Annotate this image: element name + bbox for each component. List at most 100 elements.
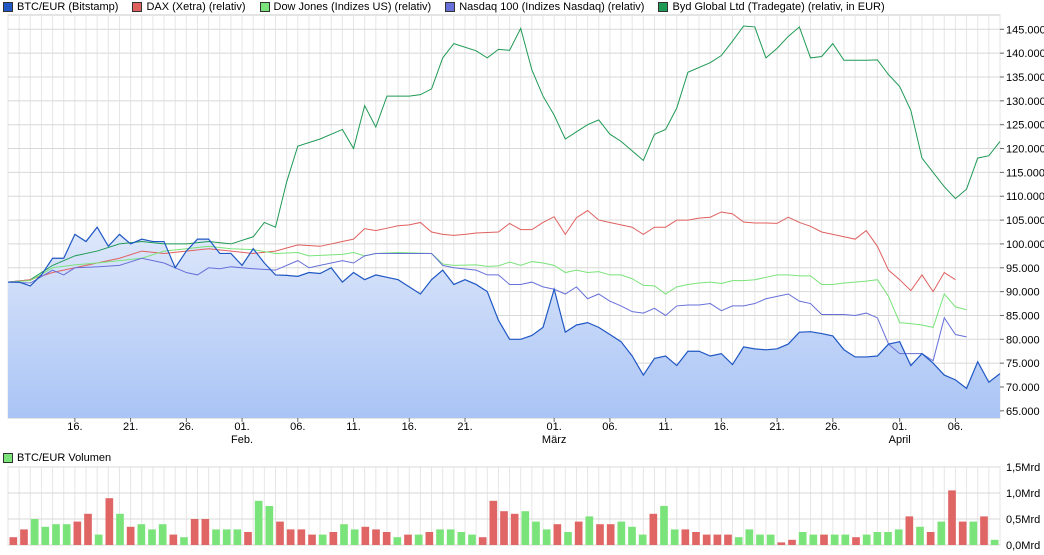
volume-legend: BTC/EUR Volumen: [3, 451, 111, 465]
volume-bar: [670, 529, 679, 545]
volume-bar: [564, 532, 572, 545]
volume-bar: [478, 537, 487, 545]
volume-bar: [574, 521, 583, 545]
y-tick-label: 70.000: [1006, 382, 1040, 394]
volume-bar: [318, 534, 327, 545]
x-tick-label: 16.: [402, 421, 417, 433]
volume-bar: [393, 537, 402, 545]
volume-bar: [830, 534, 839, 545]
volume-bar: [884, 532, 892, 545]
volume-bar: [222, 529, 231, 545]
series-line: [7, 25, 1001, 283]
x-tick-label: 26.: [825, 421, 840, 433]
volume-bar: [265, 506, 274, 545]
volume-bar: [94, 534, 103, 545]
volume-chart: 0,0Mrd 0,5Mrd 1,0Mrd 1,5Mrd: [7, 463, 1040, 552]
volume-bar: [308, 534, 316, 545]
volume-bar: [638, 534, 647, 545]
volume-bar: [489, 500, 498, 545]
x-tick-label: 16.: [67, 421, 82, 433]
legend-item: BTC/EUR (Bitstamp): [3, 0, 118, 14]
volume-bar: [905, 516, 914, 545]
volume-bar: [425, 532, 434, 545]
volume-bar: [468, 534, 476, 545]
x-tick-month-label: April: [889, 434, 911, 446]
volume-bar: [510, 513, 519, 545]
legend-item: Byd Global Ltd (Tradegate) (relativ, in …: [658, 0, 885, 14]
volume-bar: [926, 532, 935, 545]
volume-bar: [297, 529, 306, 545]
volume-bar: [937, 521, 946, 545]
volume-bar: [617, 521, 626, 545]
volume-bar: [361, 526, 370, 545]
y-tick-label: 80.000: [1006, 334, 1040, 346]
volume-bar: [158, 524, 167, 545]
volume-bar: [873, 532, 882, 545]
volume-bar: [852, 537, 860, 545]
volume-bar: [372, 529, 380, 545]
volume-bar: [414, 534, 423, 545]
x-tick-label: 01.: [892, 421, 907, 433]
volume-bar: [713, 534, 722, 545]
volume-bar: [73, 521, 82, 545]
y-tick-label: 125.000: [1006, 120, 1044, 132]
x-tick-label: 06.: [948, 421, 963, 433]
volume-bar: [52, 524, 60, 545]
volume-bar: [990, 539, 999, 545]
y-tick-label: 140.000: [1006, 48, 1044, 60]
volume-bar: [276, 521, 284, 545]
x-tick-label: 16.: [714, 421, 729, 433]
price-chart: 65.000 70.000 75.000 80.000 85.000 90.000 95.0…: [7, 14, 1044, 446]
x-tick-label: 21.: [457, 421, 472, 433]
volume-bar: [724, 534, 732, 545]
volume-bar: [777, 542, 786, 545]
x-tick-label: 11.: [346, 421, 360, 433]
volume-bar: [9, 537, 18, 545]
volume-bar: [809, 534, 818, 545]
volume-bar: [681, 529, 690, 545]
y-tick-label: 115.000: [1006, 167, 1044, 179]
volume-bar: [457, 532, 466, 545]
x-tick-label: 01.: [234, 421, 249, 433]
volume-bar: [201, 519, 210, 545]
legend-swatch: [132, 2, 143, 12]
legend-label: Dow Jones (Indizes US) (relativ): [273, 1, 432, 13]
volume-bar: [84, 513, 92, 545]
volume-bar: [126, 526, 135, 545]
volume-bar: [606, 524, 615, 545]
volume-bar: [948, 490, 956, 545]
volume-bar: [169, 534, 178, 545]
volume-bar: [969, 521, 978, 545]
volume-bar: [212, 529, 220, 545]
volume-bar: [340, 524, 348, 545]
volume-y-tick-label: 0,5Mrd: [1006, 514, 1040, 526]
volume-bar: [148, 529, 156, 545]
legend: BTC/EUR (Bitstamp) DAX (Xetra) (relativ) D…: [3, 0, 885, 14]
volume-bar: [553, 524, 562, 545]
series-line: [7, 209, 956, 293]
legend-swatch: [445, 2, 456, 12]
volume-bar: [702, 534, 711, 545]
volume-bar: [30, 519, 39, 545]
volume-y-tick-label: 0,0Mrd: [1006, 540, 1040, 552]
x-tick-label: 21.: [769, 421, 784, 433]
legend-item: Nasdaq 100 (Indizes Nasdaq) (relativ): [445, 0, 644, 14]
volume-bar: [596, 524, 604, 545]
x-tick-month-label: März: [542, 434, 566, 446]
volume-bar: [233, 529, 242, 545]
volume-bar: [660, 506, 668, 545]
volume-bar: [180, 537, 188, 545]
x-tick-label: 21.: [123, 421, 138, 433]
volume-bar: [585, 516, 594, 545]
x-tick-label: 11.: [658, 421, 672, 433]
volume-bar: [116, 513, 124, 545]
volume-bar: [350, 529, 359, 545]
volume-bar: [980, 516, 988, 545]
legend-label: Nasdaq 100 (Indizes Nasdaq) (relativ): [459, 1, 645, 13]
series-line: [7, 252, 967, 362]
y-tick-label: 65.000: [1006, 406, 1040, 418]
legend-label: BTC/EUR (Bitstamp): [17, 1, 119, 13]
volume-bar: [20, 529, 28, 545]
y-tick-label: 100.000: [1006, 239, 1044, 251]
legend-label: DAX (Xetra) (relativ): [146, 1, 246, 13]
